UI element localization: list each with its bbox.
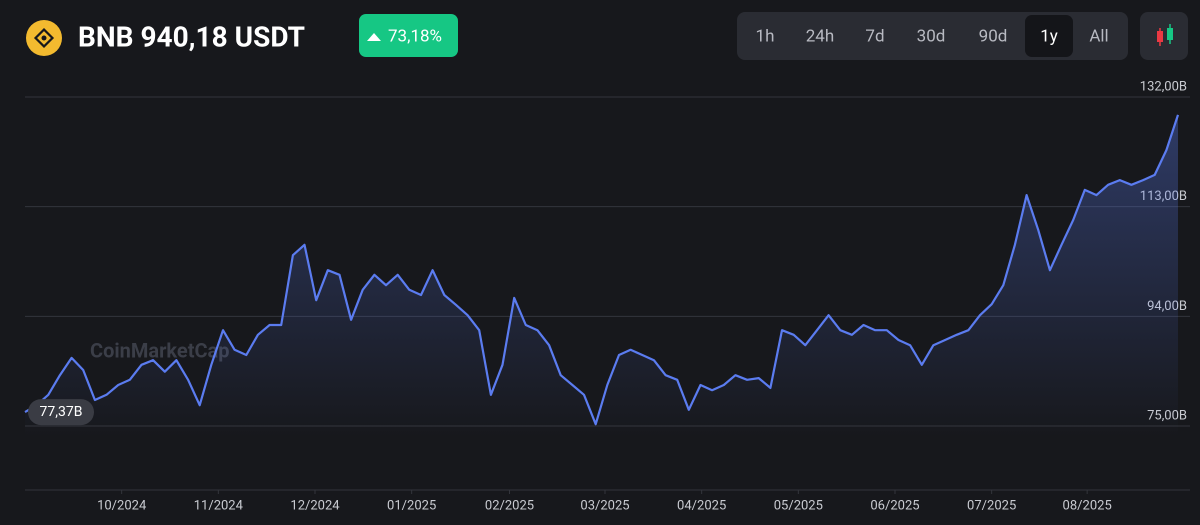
logo [26,20,62,56]
value-label: 77,37B [40,404,83,420]
x-tick-label: 11/2024 [194,498,244,513]
change: 73,18% [388,26,442,46]
x-tick-label: 06/2025 [870,498,919,513]
area [25,114,1178,438]
x-tick-label: 05/2025 [774,498,823,513]
x-tick-label: 07/2025 [967,498,1016,513]
range-button[interactable]: 30d [917,26,946,46]
value-label-bg [28,399,94,426]
x-tick-label: 02/2025 [485,498,534,513]
range-button[interactable]: 1h [756,26,775,46]
range-button[interactable]: All [1089,26,1108,46]
x-tick-label: 10/2024 [97,498,147,513]
x-tick-label: 03/2025 [580,498,629,513]
x-tick-label: 12/2024 [290,498,340,513]
title: BNB 940,18 USDT [78,20,305,53]
range-active [1025,15,1073,57]
y-tick-label: 132,00B [1140,79,1187,94]
range-button[interactable]: 1y [1040,26,1058,46]
watermark: CoinMarketCap [90,338,230,362]
x-tick-label: 04/2025 [677,498,726,513]
x-tick-label: 01/2025 [387,498,436,513]
line [24,114,1180,426]
range-button[interactable]: 24h [806,26,834,46]
change-badge: 73,18% [359,14,458,57]
chart-type-button[interactable] [1140,12,1188,60]
x-tick-label: 08/2025 [1063,498,1112,513]
range-button[interactable]: 90d [979,26,1008,46]
range-button[interactable]: 7d [865,26,884,46]
